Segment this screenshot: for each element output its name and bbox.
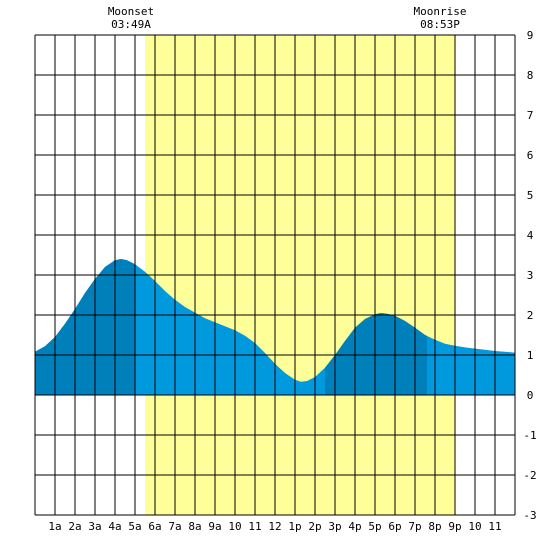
y-tick-label: 6 xyxy=(527,149,534,162)
moon-event-time: 03:49A xyxy=(111,18,151,31)
y-tick-label: 1 xyxy=(527,349,534,362)
x-axis-ticks: 1a 2a 3a 4a 5a 6a 7a 8a 9a 10 11 12 1p 2p 3p 4p 5p 6p 7p 8p… xyxy=(48,520,501,533)
x-tick-label: 8a xyxy=(188,520,201,533)
x-tick-label: 11 xyxy=(248,520,261,533)
y-tick-label: 0 xyxy=(527,389,534,402)
grid-lines xyxy=(34,34,516,516)
y-tick-label: 3 xyxy=(527,269,534,282)
x-tick-label: 1p xyxy=(288,520,301,533)
moon-event-label: Moonset xyxy=(108,5,154,18)
x-tick-label: 9p xyxy=(448,520,461,533)
y-tick-label: 7 xyxy=(527,109,534,122)
x-tick-label: 3p xyxy=(328,520,341,533)
y-tick-label: 2 xyxy=(527,309,534,322)
x-tick-label: 5p xyxy=(368,520,381,533)
x-tick-label: 8p xyxy=(428,520,441,533)
x-tick-label: 7a xyxy=(168,520,181,533)
x-tick-label: 2p xyxy=(308,520,321,533)
x-tick-label: 7p xyxy=(408,520,421,533)
y-tick-label: 4 xyxy=(527,229,534,242)
moon-event-label: Moonrise xyxy=(414,5,467,18)
x-tick-label: 3a xyxy=(88,520,101,533)
x-tick-label: 9a xyxy=(208,520,221,533)
x-tick-label: 6a xyxy=(148,520,161,533)
x-tick-label: 2a xyxy=(68,520,81,533)
x-tick-label: 10 xyxy=(468,520,481,533)
y-tick-label: -3 xyxy=(523,509,536,522)
y-tick-label: 5 xyxy=(527,189,534,202)
x-tick-label: 12 xyxy=(268,520,281,533)
x-tick-label: 6p xyxy=(388,520,401,533)
y-tick-label: -1 xyxy=(523,429,536,442)
x-tick-label: 10 xyxy=(228,520,241,533)
y-tick-label: -2 xyxy=(523,469,536,482)
y-tick-label: 8 xyxy=(527,69,534,82)
x-tick-label: 4a xyxy=(108,520,121,533)
x-tick-label: 11 xyxy=(488,520,501,533)
y-axis-ticks: 9 8 7 6 5 4 3 2 1 0 -1 -2 -3 xyxy=(523,29,536,522)
x-tick-label: 4p xyxy=(348,520,361,533)
y-tick-label: 9 xyxy=(527,29,534,42)
moon-event-time: 08:53P xyxy=(420,18,460,31)
x-tick-label: 1a xyxy=(48,520,61,533)
x-tick-label: 5a xyxy=(128,520,141,533)
